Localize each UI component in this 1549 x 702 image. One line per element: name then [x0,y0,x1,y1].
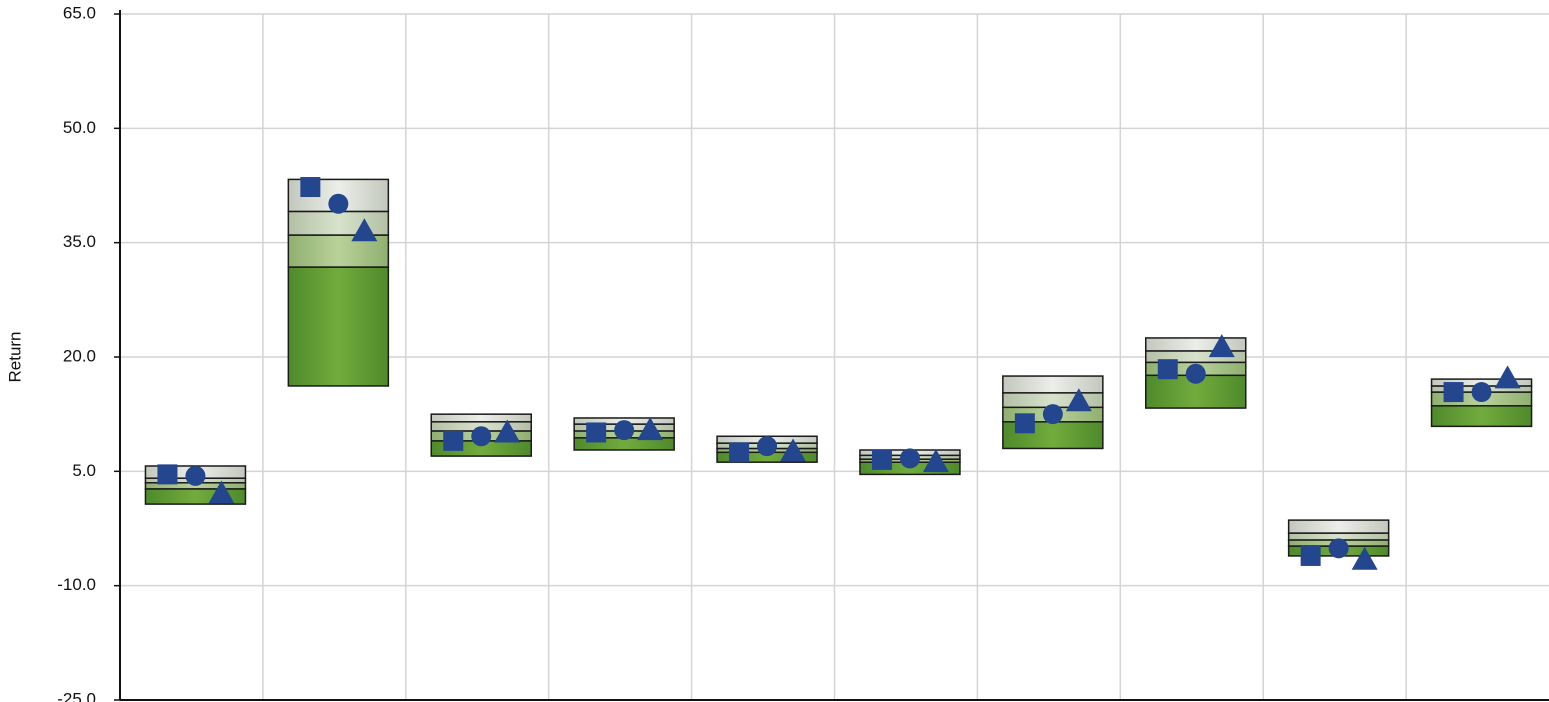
marker-triangle [1065,388,1092,412]
marker-square [586,422,607,443]
y-tick-label: -10.0 [57,575,96,594]
range-band [1430,405,1533,428]
marker-circle [614,420,635,441]
marker-circle [757,436,778,457]
marker-square [157,464,178,485]
marker-circle [328,193,349,214]
marker-circle [1328,538,1349,559]
marker-circle [1042,404,1063,425]
y-tick-label: 5.0 [72,461,96,480]
range-band [430,413,532,423]
marker-triangle [637,417,664,441]
marker-triangle [1208,334,1235,358]
marker-square [729,442,750,463]
marker-square [1300,545,1321,566]
marker-circle [899,448,920,469]
marker-triangle [1494,365,1521,389]
marker-triangle [494,419,521,443]
y-tick-label: 65.0 [63,3,96,22]
y-tick-label: 20.0 [63,346,96,365]
marker-square [871,449,892,470]
marker-circle [185,465,206,486]
range-band [1002,375,1104,394]
marker-circle [471,426,492,447]
marker-triangle [780,438,807,462]
marker-circle [1471,382,1492,403]
range-band [287,266,390,387]
marker-square [1157,359,1178,380]
marker-square [1443,382,1464,403]
marker-triangle [1351,546,1378,570]
range-band [287,210,390,236]
y-axis-label: Return [5,331,24,382]
marker-square [300,177,321,198]
y-tick-label: 35.0 [63,232,96,251]
marker-square [1014,413,1035,434]
marker-triangle [208,480,235,504]
marker-circle [1185,363,1206,384]
marker-triangle [922,449,949,473]
y-tick-label: -25.0 [57,689,96,702]
range-band [1145,337,1247,352]
range-band [1287,519,1390,534]
y-tick-label: 50.0 [63,118,96,137]
marker-square [443,430,464,451]
marker-triangle [351,218,378,242]
